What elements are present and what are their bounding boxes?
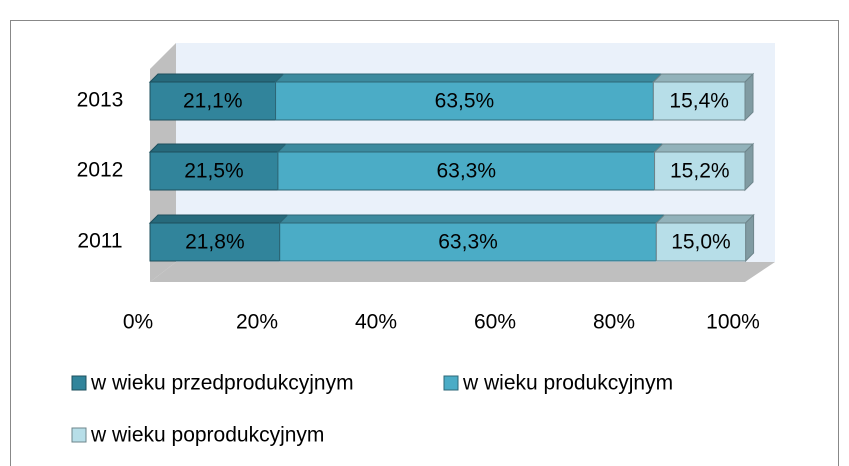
bar <box>654 151 746 191</box>
data-label: 21,8% <box>185 231 245 254</box>
legend-label: w wieku produkcyjnym <box>462 372 673 395</box>
x-tick-label: 80% <box>593 311 635 334</box>
data-label: 63,3% <box>436 160 496 183</box>
legend-label: w wieku poprodukcyjnym <box>90 424 324 447</box>
bar <box>149 222 281 262</box>
bar-top <box>276 143 664 153</box>
data-label: 15,0% <box>671 231 731 254</box>
data-label: 63,5% <box>435 90 495 113</box>
bar-top <box>148 214 289 224</box>
floor <box>150 262 775 282</box>
bar-top <box>278 214 666 224</box>
y-tick-label: 2013 <box>77 89 124 112</box>
bar-top <box>148 143 288 153</box>
data-label: 21,5% <box>184 160 244 183</box>
x-tick-label: 40% <box>355 311 397 334</box>
y-tick-label: 2011 <box>77 230 122 253</box>
legend-label: w wieku przedprodukcyjnym <box>90 372 354 395</box>
bar-top <box>655 214 755 224</box>
bar <box>277 151 656 191</box>
bar-top <box>653 143 755 153</box>
bar <box>279 222 657 262</box>
bar-side <box>744 72 754 122</box>
x-tick-label: 100% <box>706 311 760 334</box>
bar <box>275 81 654 121</box>
y-tick-label: 2012 <box>77 159 124 182</box>
bar <box>149 81 277 121</box>
data-label: 63,3% <box>438 231 498 254</box>
bar-side <box>745 213 755 263</box>
data-label: 21,1% <box>183 90 243 113</box>
legend-swatch <box>71 427 87 443</box>
legend-swatch <box>443 375 459 391</box>
bar-side <box>744 142 754 192</box>
x-tick-label: 20% <box>236 311 278 334</box>
bar-top <box>148 73 285 83</box>
bar <box>652 81 746 121</box>
x-tick-label: 0% <box>123 311 153 334</box>
legend-swatch <box>71 375 87 391</box>
data-label: 15,4% <box>669 90 729 113</box>
bar <box>655 222 747 262</box>
data-label: 15,2% <box>670 160 730 183</box>
bar-top <box>274 73 663 83</box>
x-tick-label: 60% <box>474 311 516 334</box>
bar <box>149 151 279 191</box>
bar-top <box>652 73 755 83</box>
